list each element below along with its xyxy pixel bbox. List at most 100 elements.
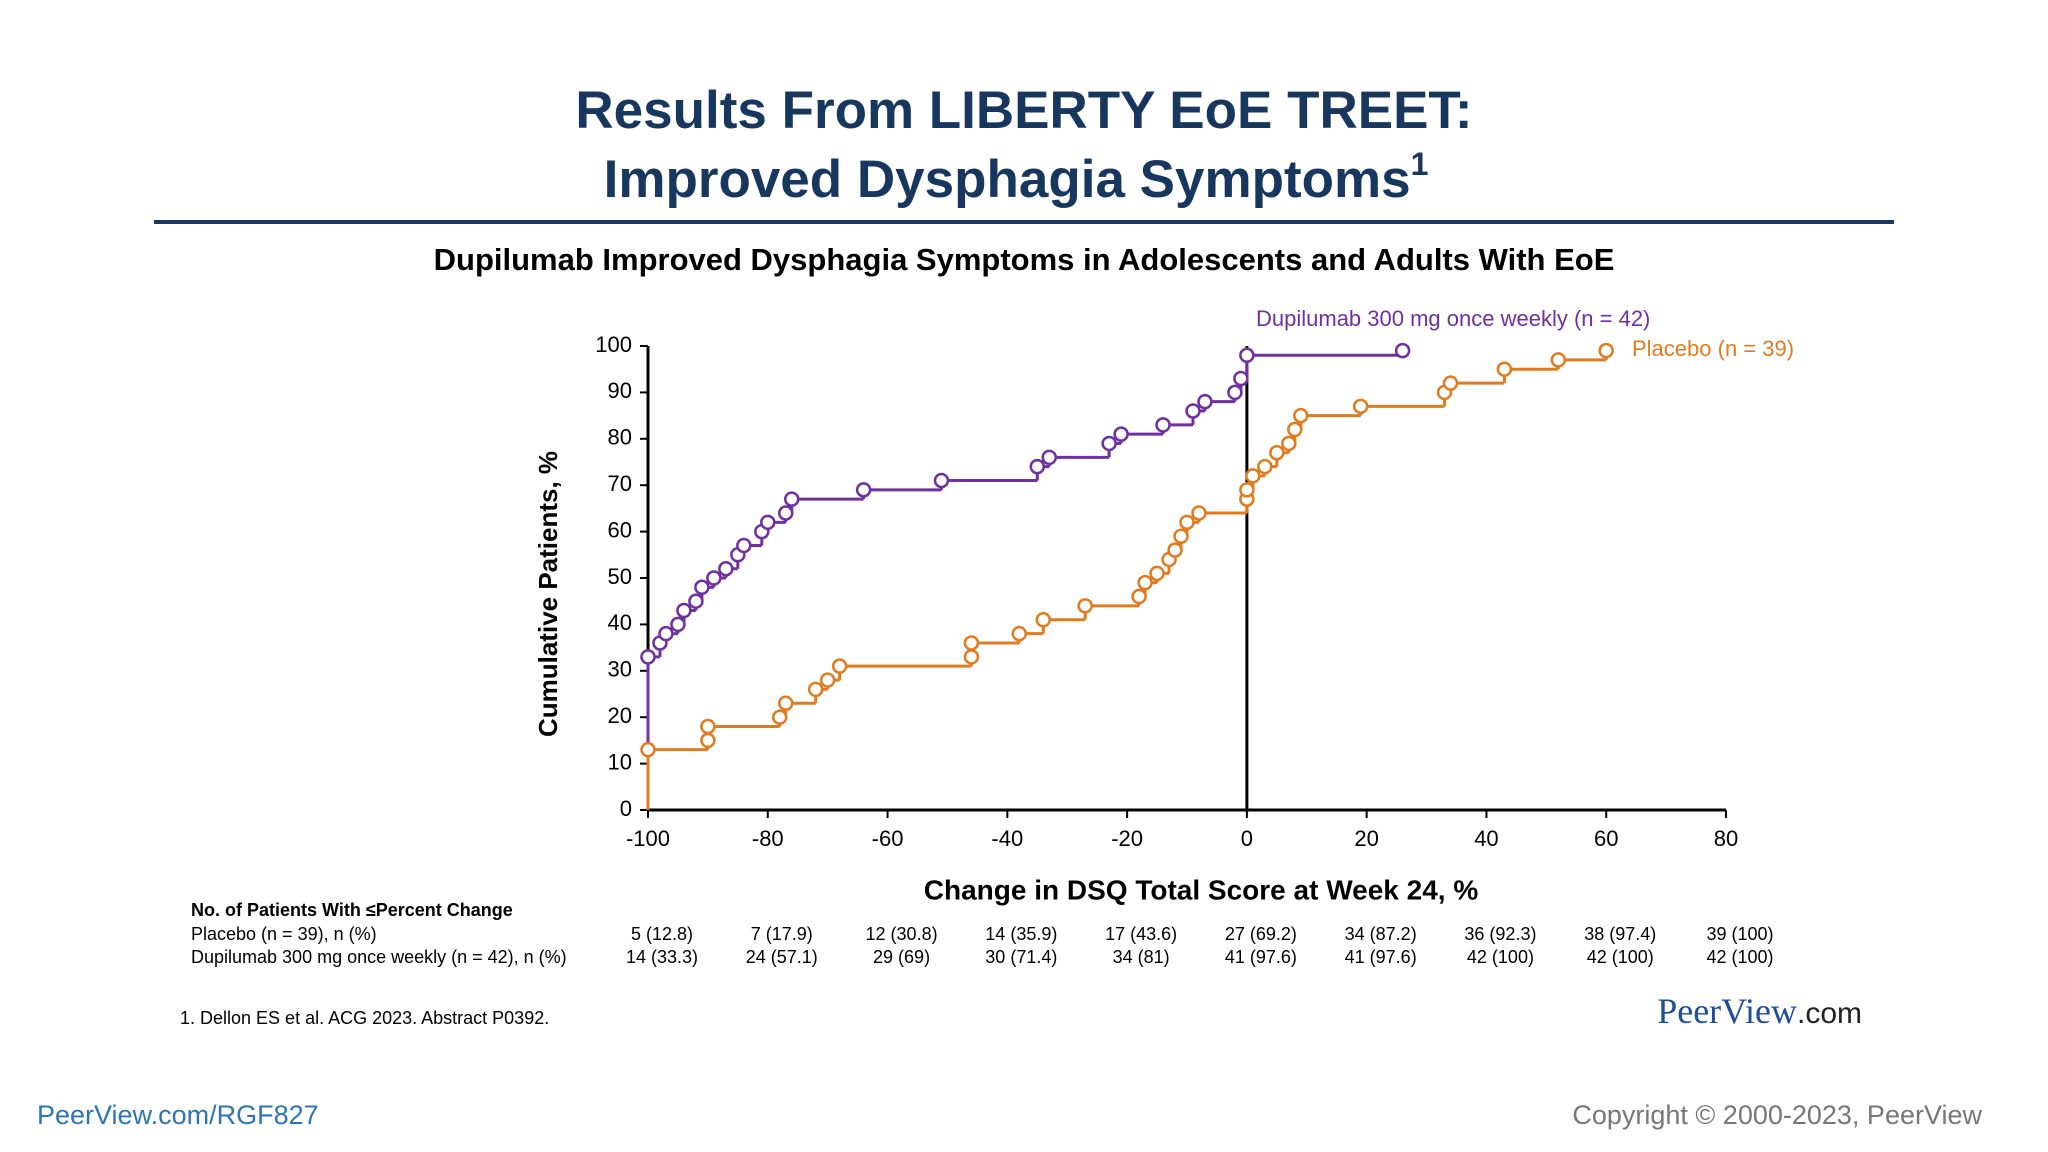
marker [1269, 444, 1285, 461]
marker [688, 593, 704, 609]
marker [1394, 342, 1411, 359]
marker [1191, 505, 1207, 521]
table-cell: 24 (57.1) [746, 947, 818, 967]
marker [1035, 612, 1052, 628]
marker [706, 570, 722, 586]
y-tick-label: 70 [608, 471, 632, 496]
table-cell: 27 (69.2) [1225, 924, 1297, 944]
table-row-label: Placebo (n = 39), n (%) [191, 924, 377, 944]
table-cell: 7 (17.9) [751, 924, 813, 944]
table-cell: 17 (43.6) [1105, 924, 1177, 944]
marker [1287, 421, 1303, 438]
title-line: Results From LIBERTY EoE TREET: [575, 81, 1472, 140]
legend-label: Dupilumab 300 mg once weekly (n = 42) [1256, 306, 1650, 331]
x-tick-label: 0 [1241, 826, 1253, 851]
y-tick-label: 50 [608, 564, 632, 589]
table-cell: 41 (97.6) [1225, 947, 1297, 967]
marker [963, 649, 980, 665]
title-line: Improved Dysphagia Symptoms1 [604, 146, 1429, 209]
marker [783, 491, 800, 507]
marker [772, 709, 788, 725]
marker [640, 741, 656, 758]
marker [718, 560, 734, 577]
marker [933, 472, 950, 489]
x-tick-label: 80 [1714, 826, 1738, 851]
marker [1239, 347, 1255, 364]
footer-link[interactable]: PeerView.com/RGF827 [37, 1100, 319, 1130]
marker [1173, 528, 1189, 544]
marker [1185, 403, 1201, 419]
x-tick-label: -60 [872, 826, 904, 851]
table-header: No. of Patients With ≤Percent Change [191, 900, 513, 920]
copyright: Copyright © 2000-2023, PeerView [1572, 1100, 1982, 1130]
marker [1167, 542, 1183, 558]
x-tick-label: -20 [1111, 826, 1143, 851]
marker [777, 695, 794, 712]
x-tick-label: 20 [1354, 826, 1378, 851]
marker [1197, 393, 1213, 410]
marker [1245, 468, 1261, 484]
table-cell: 42 (100) [1706, 947, 1773, 967]
marker [1149, 565, 1165, 582]
table-cell: 12 (30.8) [866, 924, 938, 944]
logo-suffix: .com [1797, 997, 1862, 1030]
marker [1550, 352, 1567, 368]
x-axis-label: Change in DSQ Total Score at Week 24, % [924, 874, 1479, 905]
y-tick-label: 0 [620, 796, 632, 821]
marker [640, 649, 656, 665]
y-tick-label: 100 [595, 332, 632, 357]
marker [1227, 384, 1243, 401]
table-cell: 29 (69) [873, 947, 930, 967]
y-tick-label: 10 [608, 749, 632, 774]
marker [1131, 588, 1147, 605]
marker [777, 505, 794, 521]
logo-main: PeerView [1657, 991, 1797, 1031]
title-text: Improved Dysphagia Symptoms [604, 150, 1411, 209]
marker [1179, 514, 1195, 531]
marker [658, 625, 674, 642]
table-cell: 41 (97.6) [1345, 947, 1417, 967]
marker [1281, 435, 1297, 452]
table-cell: 5 (12.8) [631, 924, 693, 944]
marker [1137, 574, 1153, 591]
marker [831, 658, 848, 674]
chart-title: Dupilumab Improved Dysphagia Symptoms in… [434, 242, 1615, 277]
y-tick-label: 60 [608, 517, 632, 542]
marker [700, 732, 716, 749]
marker [807, 681, 824, 698]
marker [1257, 458, 1273, 475]
marker [1011, 625, 1028, 642]
x-tick-label: -40 [991, 826, 1023, 851]
table-cell: 34 (81) [1113, 947, 1170, 967]
table-cell: 39 (100) [1706, 924, 1773, 944]
logo: PeerView.com [1657, 991, 1862, 1031]
marker [700, 718, 716, 735]
marker [1101, 435, 1117, 452]
marker [963, 635, 980, 651]
marker [1239, 482, 1255, 498]
table-cell: 34 (87.2) [1345, 924, 1417, 944]
marker [1496, 361, 1513, 377]
table-cell: 38 (97.4) [1584, 924, 1656, 944]
marker [819, 672, 836, 688]
marker [676, 602, 692, 619]
x-tick-label: 60 [1594, 826, 1618, 851]
y-axis-label: Cumulative Patients, % [533, 451, 563, 737]
marker [1041, 449, 1058, 466]
marker [1029, 458, 1046, 475]
y-tick-label: 40 [608, 610, 632, 635]
footnote: 1. Dellon ES et al. ACG 2023. Abstract P… [180, 1008, 549, 1028]
table-row-label: Dupilumab 300 mg once weekly (n = 42), n… [191, 947, 567, 967]
marker [694, 579, 710, 596]
marker [760, 514, 776, 531]
table-cell: 14 (33.3) [626, 947, 698, 967]
table-cell: 42 (100) [1587, 947, 1654, 967]
marker [1155, 417, 1171, 433]
x-tick-label: -80 [752, 826, 784, 851]
x-tick-label: -100 [626, 826, 670, 851]
table-cell: 42 (100) [1467, 947, 1534, 967]
legend-label: Placebo (n = 39) [1632, 336, 1794, 361]
marker [1233, 370, 1249, 387]
